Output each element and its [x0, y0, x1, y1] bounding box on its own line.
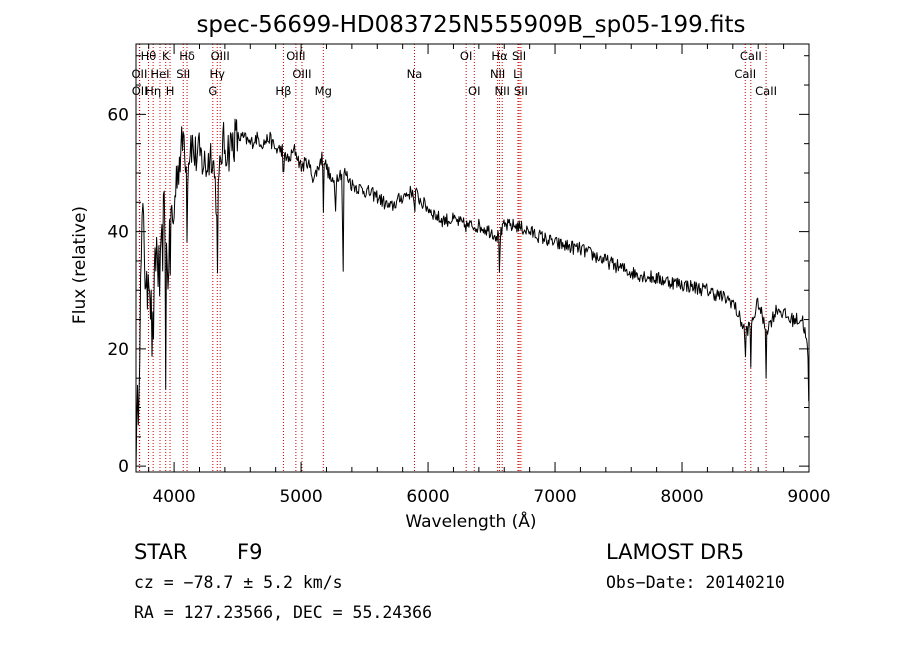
x-tick-label: 6000 [406, 487, 449, 507]
x-tick-label: 8000 [660, 487, 703, 507]
spectral-line-label: K [162, 49, 170, 63]
spectral-line-label: CaII [755, 84, 777, 98]
x-tick-label: 4000 [152, 487, 195, 507]
spectral-line-label: OI [468, 84, 480, 98]
chart-title: spec-56699-HD083725N555909B_sp05-199.fit… [196, 12, 745, 38]
ra-dec-coordinates: RA = 127.23566, DEC = 55.24366 [134, 603, 433, 622]
plot-frame [135, 43, 810, 473]
x-tick-label: 9000 [787, 487, 830, 507]
x-axis-ticks: 4000 5000 6000 7000 8000 9000 [148, 44, 831, 507]
spectral-line-label: OIII [292, 67, 311, 81]
spectral-line-label: Hδ [179, 49, 195, 63]
spectral-line-label: SII [512, 49, 526, 63]
spectral-line-label: Li [513, 67, 523, 81]
spectral-line-label: HeI [150, 67, 169, 81]
spectral-line-label: OIII [286, 49, 305, 63]
spectral-line-label: SII [514, 84, 528, 98]
y-tick-label: 60 [107, 105, 129, 125]
spectral-line-label: Na [407, 67, 423, 81]
spectral-line-label: NII [490, 67, 505, 81]
object-subclass: F9 [237, 540, 263, 564]
y-tick-label: 0 [118, 457, 129, 477]
spectral-line-label: H [166, 84, 175, 98]
spectral-line-label: Mg [315, 84, 332, 98]
y-tick-label: 40 [107, 223, 129, 243]
y-axis-label: Flux (relative) [70, 206, 90, 324]
spectral-line-label: OII [132, 67, 148, 81]
survey-name: LAMOST DR5 [606, 540, 745, 564]
y-tick-label: 20 [107, 340, 129, 360]
x-tick-label: 7000 [533, 487, 576, 507]
y-axis-ticks: 0 20 40 60 [107, 55, 809, 477]
redshift-cz: cz = −78.7 ± 5.2 km/s [134, 573, 343, 592]
spectral-line-label: CaII [734, 67, 756, 81]
spectral-line-label: Hθ [141, 49, 157, 63]
x-axis-label: Wavelength (Å) [405, 510, 536, 532]
spectral-line-labels: Hθ K Hδ OIII OIII OI Hα SII CaII OII HeI SII Hγ OIII N… [132, 49, 778, 98]
spectral-line-label: G [208, 84, 217, 98]
x-tick-label: 5000 [279, 487, 322, 507]
spectral-line-label: OI [460, 49, 472, 63]
spectral-line-label: Hα [491, 49, 508, 63]
observation-date: Obs−Date: 20140210 [606, 573, 785, 592]
spectral-line-label: Hβ [275, 84, 291, 98]
spectral-line-label: NII [495, 84, 510, 98]
spectral-line-label: SII [176, 67, 190, 81]
spectral-line-label: Hη [145, 84, 161, 98]
spectral-line-label: OIII [211, 49, 230, 63]
spectral-line-label: CaII [740, 49, 762, 63]
object-class: STAR [134, 540, 188, 564]
spectrum-line [135, 118, 810, 473]
spectral-line-markers [138, 44, 767, 472]
spectral-line-label: Hγ [210, 67, 226, 81]
